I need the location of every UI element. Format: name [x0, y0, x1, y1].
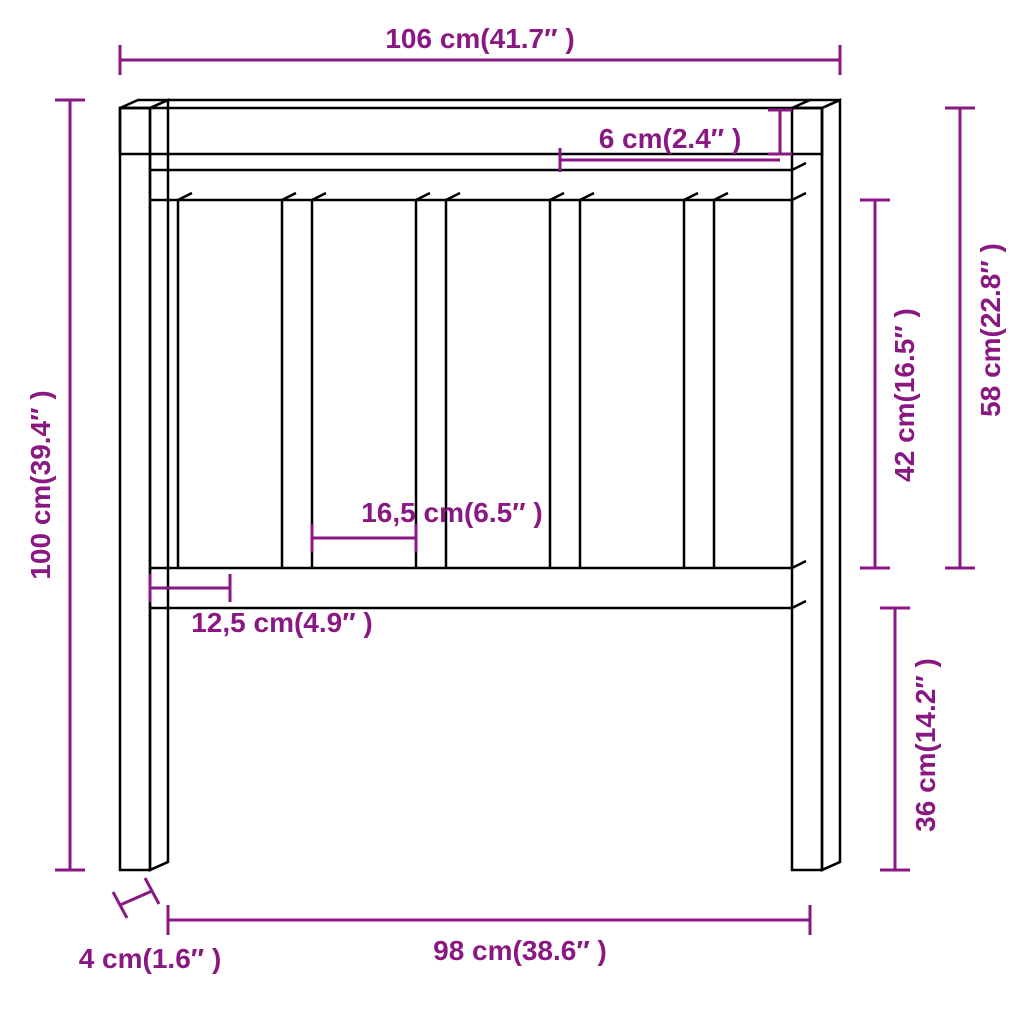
label-inner-width: 98 cm(38.6″ ) [433, 935, 607, 966]
label-right-42: 42 cm(16.5″ ) [889, 308, 920, 482]
label-depth: 4 cm(1.6″ ) [79, 943, 222, 974]
label-total-width: 106 cm(41.7″ ) [385, 23, 574, 54]
label-gap-width: 12,5 cm(4.9″ ) [191, 607, 373, 638]
dimension-diagram: 106 cm(41.7″ ) 100 cm(39.4″ ) 6 cm(2.4″ … [0, 0, 1024, 1024]
label-slat-width: 16,5 cm(6.5″ ) [361, 497, 543, 528]
dim-gap-width: 12,5 cm(4.9″ ) [150, 574, 373, 638]
dim-inner-width: 98 cm(38.6″ ) [168, 905, 810, 966]
label-right-58: 58 cm(22.8″ ) [975, 243, 1006, 417]
dimensions: 106 cm(41.7″ ) 100 cm(39.4″ ) 6 cm(2.4″ … [25, 23, 1006, 974]
label-top-rail: 6 cm(2.4″ ) [599, 123, 742, 154]
dim-right-42: 42 cm(16.5″ ) [860, 200, 920, 568]
dim-slat-width: 16,5 cm(6.5″ ) [312, 497, 543, 552]
dim-right-58: 58 cm(22.8″ ) [945, 108, 1006, 568]
label-total-height: 100 cm(39.4″ ) [25, 390, 56, 579]
headboard-object [120, 100, 840, 870]
dim-total-height: 100 cm(39.4″ ) [25, 100, 85, 870]
dim-depth: 4 cm(1.6″ ) [79, 878, 222, 974]
dim-total-width: 106 cm(41.7″ ) [120, 23, 840, 75]
dim-right-36: 36 cm(14.2″ ) [880, 608, 941, 870]
dim-top-rail: 6 cm(2.4″ ) [560, 110, 792, 172]
label-right-36: 36 cm(14.2″ ) [910, 658, 941, 832]
